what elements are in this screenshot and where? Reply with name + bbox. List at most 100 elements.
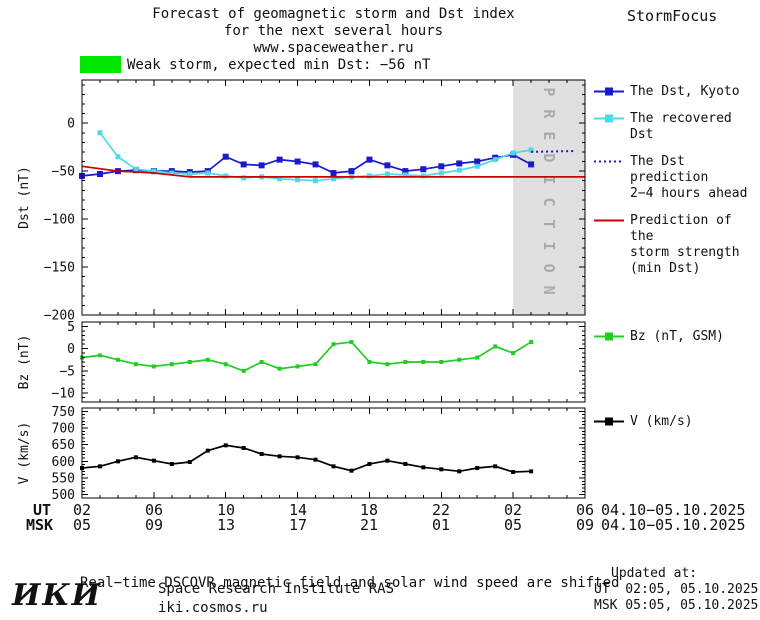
ut-row-label: UT <box>33 501 52 519</box>
v-marker <box>349 468 354 473</box>
v-marker <box>151 458 156 463</box>
v-marker <box>313 457 318 462</box>
legend-label: V (km/s) <box>630 414 693 429</box>
msk-time-tick-label: 09 <box>144 516 164 534</box>
v-marker <box>223 443 228 448</box>
v-marker <box>475 466 480 470</box>
ut-time-tick-label: 22 <box>431 501 451 519</box>
v-marker <box>385 458 390 463</box>
bz-marker <box>223 362 228 367</box>
v-marker <box>421 465 426 470</box>
y-tick-label: −200 <box>44 309 75 324</box>
dst-marker <box>420 173 426 179</box>
legend-marker-icon <box>594 114 624 123</box>
note-line-1: Real−time DSCOVR magnetic field and sola… <box>80 575 620 591</box>
bz-marker <box>241 368 246 373</box>
dst-marker <box>402 172 408 178</box>
dst-marker <box>438 163 445 170</box>
bz-marker <box>403 360 408 364</box>
msk-time-tick-label: 21 <box>359 516 379 534</box>
dst-marker <box>492 157 498 163</box>
v-marker <box>277 454 282 459</box>
y-tick-label: −50 <box>52 165 75 180</box>
brand-stormfocus: StormFocus <box>627 7 718 25</box>
dst-marker <box>330 170 337 177</box>
forecast-chart: PREDICTION 0 −50 −100 −150 −200 Dst (nT) 5 0 −5 −1… <box>17 79 586 503</box>
dst-frame <box>81 79 586 316</box>
updated-at-label: Updated at: <box>611 566 698 581</box>
bz-marker <box>367 360 372 364</box>
y-tick-label: 600 <box>52 455 75 470</box>
y-tick-label: 700 <box>52 422 75 437</box>
legend-marker-icon <box>594 332 624 341</box>
y-tick-label: −150 <box>44 261 75 276</box>
dst-marker <box>384 162 391 169</box>
dst-marker <box>510 150 516 156</box>
bz-marker <box>115 357 120 362</box>
dst-marker <box>240 161 247 168</box>
dst-marker <box>331 176 336 182</box>
dst-marker <box>277 176 283 182</box>
v-marker <box>259 452 264 456</box>
page-title: Forecast of geomagnetic storm and Dst in… <box>82 6 585 57</box>
dst-marker <box>366 156 373 163</box>
dst-marker <box>438 170 444 176</box>
legend-label: The Dst, Kyoto <box>630 84 740 99</box>
ut-time-tick-label: 02 <box>503 501 523 519</box>
dst-marker <box>456 160 463 167</box>
dst-legend-item: The Dst, Kyoto <box>594 84 760 100</box>
legend-marker-icon <box>594 219 624 222</box>
bz-marker <box>385 362 390 367</box>
legend-label: The recovered Dst <box>630 111 732 142</box>
dst-axis-label: Dst (nT) <box>17 166 32 229</box>
dst-panel: PREDICTION 0 −50 −100 −150 −200 <box>44 79 586 324</box>
msk-time-tick-label: 05 <box>72 516 92 534</box>
v-marker <box>511 470 516 474</box>
msk-time-tick-label: 05 <box>503 516 523 534</box>
dst-marker <box>222 153 229 160</box>
v-legend-item: V (km/s) <box>594 414 760 430</box>
bz-marker <box>313 362 318 367</box>
y-tick-label: −10 <box>52 387 75 402</box>
ut-time-tick-label: 06 <box>144 501 164 519</box>
bz-frame <box>81 321 586 403</box>
y-tick-label: 750 <box>52 405 75 420</box>
y-tick-label: 550 <box>52 472 75 487</box>
footer-note: Real−time DSCOVR magnetic field and sola… <box>80 538 619 620</box>
v-marker <box>403 462 408 466</box>
dst-marker <box>169 170 175 176</box>
y-tick-label: −5 <box>59 364 75 379</box>
ut-time-tick-label: 14 <box>288 501 308 519</box>
bz-marker <box>187 360 192 364</box>
dst-marker <box>151 168 157 174</box>
bz-marker <box>205 357 210 362</box>
bz-marker <box>331 342 336 347</box>
bz-marker <box>151 364 156 369</box>
dst-marker <box>456 167 462 173</box>
legend-marker-icon <box>594 87 624 96</box>
prediction-band-label: PREDICTION <box>540 87 558 307</box>
dst-marker <box>295 177 301 183</box>
v-marker <box>295 455 300 460</box>
v-marker <box>97 464 102 469</box>
y-tick-label: 500 <box>52 488 75 503</box>
iki-logo: ИКИ <box>12 578 102 613</box>
dst-marker <box>97 130 103 136</box>
bz-legend: Bz (nT, GSM) <box>594 329 760 356</box>
updated-ut: UT 02:05, 05.10.2025 <box>594 582 759 597</box>
bz-marker <box>529 340 534 344</box>
legend-marker-icon <box>594 160 624 163</box>
ut-date-range-label: 04.10−05.10.2025 <box>601 501 746 519</box>
bz-marker <box>295 364 300 369</box>
dst-marker <box>276 156 283 163</box>
institute-name: Space Research Institute RAS <box>158 581 395 597</box>
dst-marker <box>528 161 535 168</box>
ut-time-tick-label: 10 <box>216 501 236 519</box>
v-axis-label: V (km/s) <box>17 422 32 485</box>
bz-marker <box>511 351 516 356</box>
dst-series-line <box>81 165 585 178</box>
bz-marker <box>457 357 462 362</box>
dst-marker <box>205 170 211 176</box>
